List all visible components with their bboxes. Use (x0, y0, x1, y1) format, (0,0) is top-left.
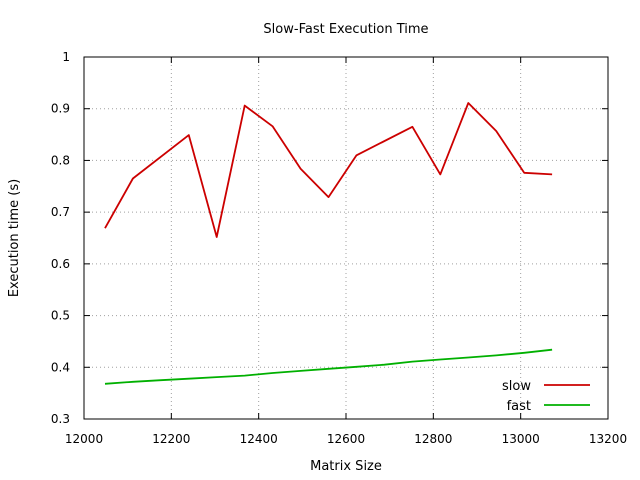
y-tick-label: 0.9 (51, 102, 70, 116)
y-tick-label: 0.8 (51, 153, 70, 167)
axis-ticks (83, 56, 609, 420)
x-tick-label: 12000 (65, 432, 103, 446)
y-tick-label: 0.5 (51, 309, 70, 323)
x-tick-label: 12400 (240, 432, 278, 446)
legend: slow fast (502, 379, 590, 414)
y-tick-label: 0.3 (51, 412, 70, 426)
x-tick-label: 12200 (152, 432, 190, 446)
series-fast-line (104, 348, 553, 385)
x-tick-label: 13000 (502, 432, 540, 446)
x-tick-label: 13200 (589, 432, 627, 446)
series-layer (104, 102, 553, 385)
y-axis-title: Execution time (s) (7, 179, 22, 297)
legend-label-slow: slow (502, 379, 531, 394)
x-tick-label: 12800 (414, 432, 452, 446)
y-tick-label: 0.4 (51, 360, 70, 374)
x-tick-label: 12600 (327, 432, 365, 446)
y-tick-label: 0.6 (51, 257, 70, 271)
series-slow-line (104, 102, 553, 238)
chart-title: Slow-Fast Execution Time (263, 22, 428, 37)
x-axis-title: Matrix Size (310, 459, 382, 474)
y-tick-label: 1 (62, 50, 70, 64)
y-tick-label: 0.7 (51, 205, 70, 219)
tick-labels: 12000 12200 12400 12600 12800 13000 13200 0.3 0.… (51, 50, 627, 446)
legend-label-fast: fast (507, 399, 531, 414)
grid-lines (84, 57, 608, 419)
